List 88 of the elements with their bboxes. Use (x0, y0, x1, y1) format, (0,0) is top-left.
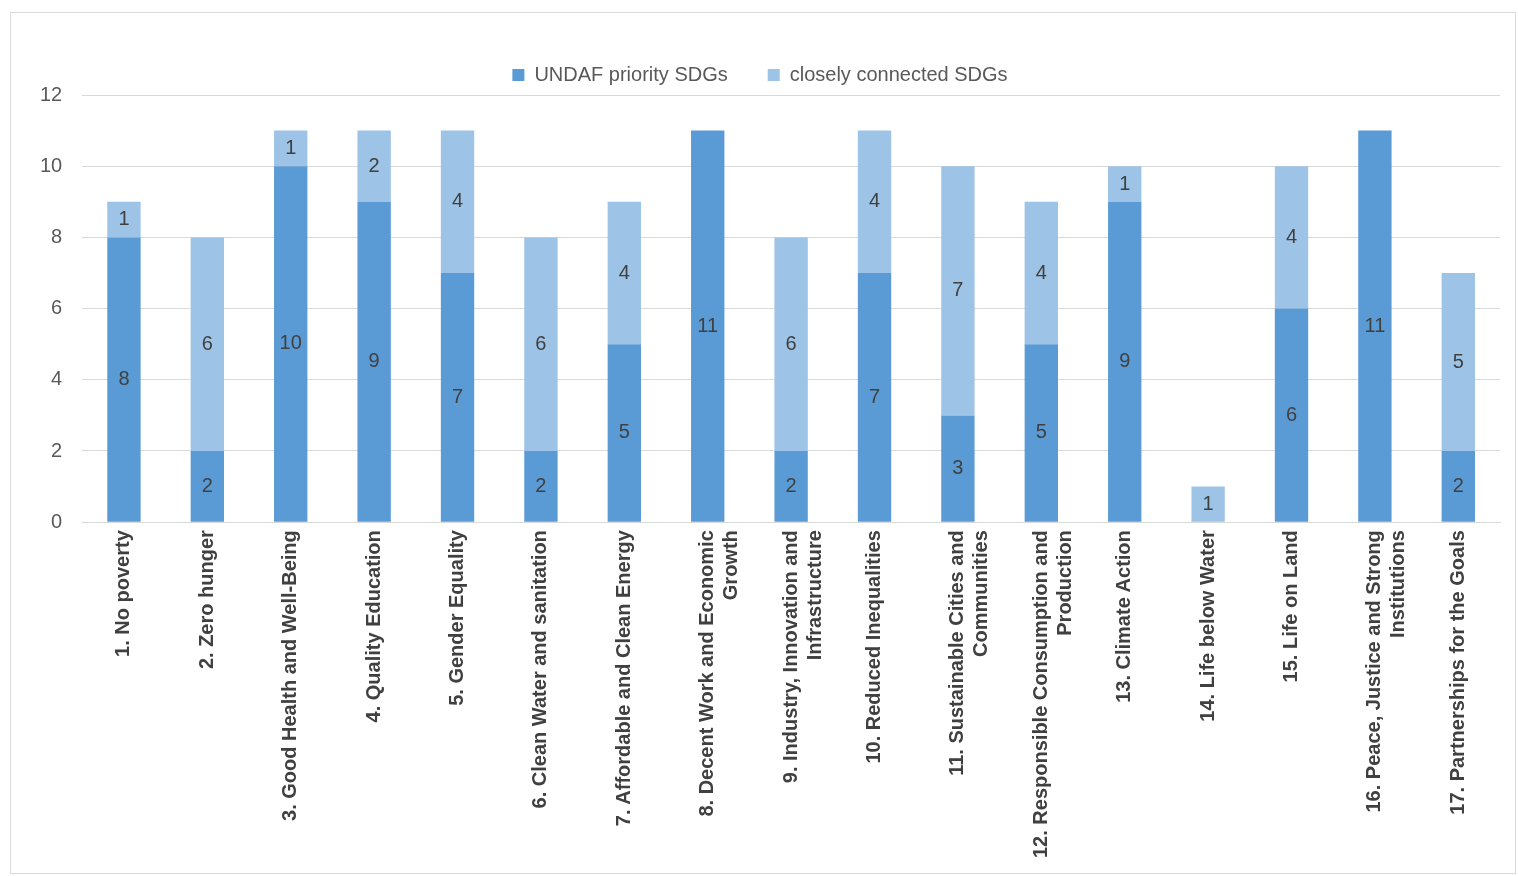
bar (857, 273, 892, 522)
data-label: 8 (118, 367, 130, 390)
bar (107, 201, 141, 238)
legend-label: closely connected SDGs (789, 62, 1008, 85)
bar (774, 450, 808, 522)
bar (1108, 166, 1142, 202)
y-tick-label: 8 (51, 224, 63, 247)
data-label: 7 (451, 384, 464, 407)
bar (274, 130, 308, 167)
data-label: 7 (868, 384, 881, 407)
data-label: 9 (1119, 349, 1131, 372)
y-tick-label: 4 (51, 367, 63, 390)
data-label: 2 (201, 473, 213, 496)
y-tick-label: 12 (40, 82, 63, 105)
data-label: 11 (697, 313, 719, 336)
x-tick-label: 15. Life on Land (1279, 530, 1302, 683)
x-tick-label: 2. Zero hunger (194, 529, 217, 670)
data-label: 1 (285, 135, 297, 158)
x-tick-label: 11. Sustainable Cities and Communities (945, 530, 992, 776)
bar (107, 237, 141, 522)
data-label: 5 (1452, 349, 1464, 372)
bar (607, 201, 642, 345)
data-label: 4 (1285, 224, 1298, 247)
data-label: 4 (1035, 260, 1047, 283)
data-label: 2 (1452, 473, 1464, 496)
data-label: 2 (785, 473, 797, 496)
bar (1441, 273, 1475, 451)
y-tick-label: 10 (40, 153, 63, 176)
data-label: 2 (535, 473, 547, 496)
data-label: 1 (1119, 171, 1131, 194)
bar (440, 273, 475, 522)
data-label: 2 (368, 153, 380, 176)
bar (274, 166, 308, 522)
bar (524, 450, 558, 522)
bar (190, 237, 225, 451)
x-tick-label: 13. Climate Action (1112, 530, 1135, 703)
bar (357, 201, 391, 522)
data-label: 6 (201, 331, 213, 354)
x-tick-label: 6. Clean Water and sanitation (528, 530, 551, 809)
x-tick-label: 16. Peace, Justice and Strong Institutions (1362, 530, 1409, 813)
x-tick-label: 7. Affordable and Clean Energy (611, 529, 634, 827)
bar (190, 450, 225, 522)
x-tick-label: 9. Industry, Innovation and Infrastructure (778, 530, 825, 784)
x-tick-label: 12. Responsible Consumption and Production (1028, 530, 1075, 858)
data-label: 1 (1202, 491, 1214, 514)
data-label: 3 (952, 456, 964, 479)
bar (1191, 486, 1225, 522)
data-label: 4 (868, 189, 881, 212)
data-label: 11 (1364, 313, 1386, 336)
data-label: 6 (535, 331, 547, 354)
bar (1024, 344, 1058, 522)
x-tick-label: 10. Reduced Inequalities (862, 530, 885, 764)
data-label: 4 (618, 260, 630, 283)
data-label: 7 (952, 278, 964, 301)
data-label: 5 (1035, 420, 1047, 443)
bar (1274, 166, 1309, 309)
bar (1274, 308, 1309, 522)
data-label: 6 (785, 331, 797, 354)
data-label: 5 (618, 420, 630, 443)
x-tick-label: 5. Gender Equality (445, 529, 468, 706)
bar (1358, 130, 1392, 522)
bar (691, 130, 725, 522)
y-tick-label: 0 (51, 509, 63, 532)
bar (941, 415, 975, 522)
data-label: 9 (368, 349, 380, 372)
data-label: 4 (451, 189, 464, 212)
bar (857, 130, 892, 273)
data-label: 1 (118, 207, 130, 230)
x-tick-label: 4. Quality Education (361, 530, 384, 723)
y-tick-label: 6 (51, 296, 63, 319)
x-tick-label: 14. Life below Water (1195, 529, 1218, 722)
bar (607, 344, 642, 522)
legend-label: UNDAF priority SDGs (534, 62, 728, 85)
bar (524, 237, 558, 451)
x-tick-label: 17. Partnerships for the Goals (1445, 530, 1468, 815)
x-tick-label: 3. Good Health and Well-Being (278, 530, 301, 821)
y-tick-label: 2 (51, 438, 63, 461)
bar (941, 166, 975, 416)
bar (1108, 201, 1142, 522)
data-label: 10 (279, 331, 302, 354)
bar (440, 130, 475, 273)
x-tick-label: 8. Decent Work and Economic Growth (695, 530, 742, 817)
data-label: 6 (1285, 402, 1298, 425)
bar (774, 237, 808, 451)
bar (357, 130, 391, 202)
bar (1024, 201, 1058, 345)
x-tick-label: 1. No poverty (111, 529, 134, 657)
bar (1441, 450, 1475, 522)
